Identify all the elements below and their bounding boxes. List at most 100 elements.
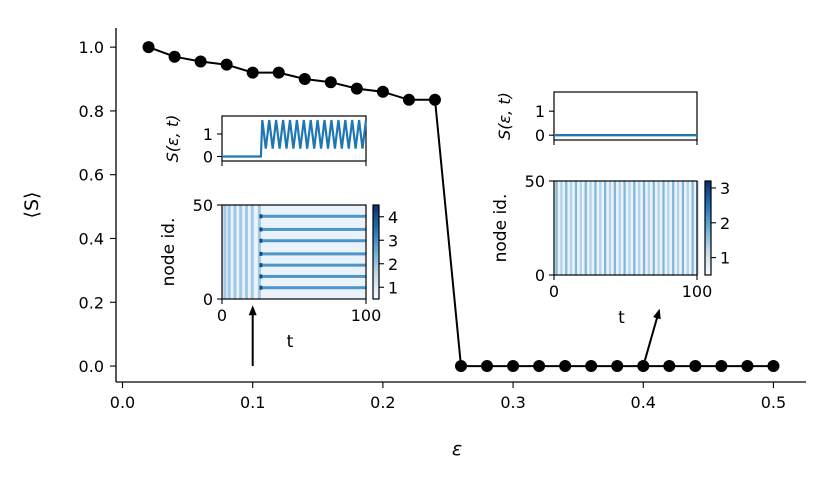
raster-vertical-stripe — [667, 181, 670, 275]
raster-node-onset — [259, 274, 263, 279]
x-tick-label: 0.5 — [761, 393, 786, 412]
raster-vertical-stripe — [244, 205, 248, 299]
raster-y-tick-label: 50 — [193, 196, 213, 215]
raster-vertical-stripe — [657, 181, 660, 275]
data-point — [481, 360, 494, 373]
data-point — [767, 360, 780, 373]
data-point — [741, 360, 754, 373]
data-point — [220, 58, 233, 71]
data-point — [559, 360, 572, 373]
inset-y-label: S(ε, t) — [163, 115, 182, 163]
right-inset: 0 1 S(ε, t) 0 100 0 50 t node id. 1 2 3 — [491, 91, 730, 328]
inset-y-label: S(ε, t) — [495, 92, 514, 140]
colorbar — [373, 205, 379, 299]
x-tick-label: 0.4 — [631, 393, 656, 412]
raster-y-tick-label: 0 — [203, 290, 213, 309]
raster-vertical-stripe — [227, 205, 231, 299]
inset-frame — [221, 115, 367, 162]
colorbar-frame — [372, 204, 380, 300]
inset-y-tick-label: 1 — [535, 102, 545, 121]
raster-x-tick-label: 0 — [217, 306, 227, 325]
y-tick-label: 0.4 — [79, 229, 104, 248]
raster-node-band — [262, 227, 366, 231]
data-point — [507, 360, 520, 373]
raster-frame — [553, 180, 698, 276]
raster-node-onset — [259, 285, 263, 290]
data-point — [663, 360, 676, 373]
raster-node-onset — [259, 263, 263, 268]
x-tick-label: 0.0 — [110, 393, 135, 412]
raster-node-onset — [259, 227, 263, 232]
data-point — [246, 66, 259, 79]
raster-vertical-stripe — [691, 181, 694, 275]
y-tick-label: 0.8 — [79, 102, 104, 121]
timeseries-line — [222, 119, 368, 158]
raster-vertical-stripe — [250, 205, 254, 299]
raster-vertical-stripe — [594, 181, 597, 275]
raster-node-onset — [259, 251, 263, 256]
raster-vertical-stripe — [681, 181, 685, 275]
data-point — [715, 360, 728, 373]
x-tick-label: 0.2 — [370, 393, 395, 412]
raster-frame — [221, 204, 367, 300]
data-point — [533, 360, 546, 373]
raster-x-label: t — [618, 308, 625, 328]
raster-vertical-stripe — [672, 181, 675, 275]
raster-y-label: node id. — [491, 194, 511, 263]
raster-vertical-stripe — [638, 181, 641, 275]
colorbar-tick-label: 2 — [388, 255, 398, 274]
raster-node-onset — [259, 214, 263, 219]
colorbar-tick-label: 2 — [720, 214, 730, 233]
data-point — [585, 360, 598, 373]
raster-node-band — [262, 274, 366, 278]
raster-vertical-stripe — [584, 181, 587, 275]
data-point — [376, 85, 389, 98]
raster-vertical-stripe — [233, 205, 237, 299]
data-point — [611, 360, 624, 373]
raster-vertical-stripe — [623, 181, 626, 275]
raster-y-tick-label: 0 — [535, 266, 545, 285]
colorbar-tick-label: 3 — [388, 231, 398, 250]
x-tick-label: 0.3 — [500, 393, 525, 412]
inset-y-tick-label: 0 — [203, 148, 213, 167]
data-point — [194, 55, 207, 68]
raster-vertical-stripe — [633, 181, 636, 275]
raster-x-tick-label: 100 — [351, 306, 382, 325]
data-point — [455, 360, 467, 373]
raster-vertical-stripe — [579, 181, 582, 275]
y-tick-label: 0.6 — [79, 166, 104, 185]
data-point — [272, 66, 285, 79]
data-point — [428, 93, 441, 106]
raster-vertical-stripe — [604, 181, 607, 275]
data-point — [168, 50, 181, 63]
raster-vertical-stripe — [628, 181, 631, 275]
raster-vertical-stripe — [618, 181, 621, 275]
raster-vertical-stripe — [608, 181, 612, 275]
raster-x-label: t — [287, 332, 294, 352]
raster-y-label: node id. — [159, 218, 179, 287]
data-point — [298, 73, 311, 86]
raster-node-band — [262, 263, 366, 267]
colorbar — [705, 181, 711, 275]
raster-vertical-stripe — [647, 181, 651, 275]
y-tick-label: 0.2 — [79, 293, 104, 312]
raster-background — [222, 205, 366, 299]
inset-y-tick-label: 0 — [535, 126, 545, 145]
raster-x-tick-label: 0 — [549, 282, 559, 301]
raster-vertical-stripe — [652, 181, 655, 275]
raster-vertical-stripe — [239, 205, 243, 299]
raster-vertical-stripe — [560, 181, 563, 275]
y-tick-label: 1.0 — [79, 38, 104, 57]
x-tick-label: 0.1 — [240, 393, 265, 412]
raster-node-band — [262, 214, 366, 218]
raster-vertical-stripe — [555, 181, 558, 275]
raster-y-tick-label: 50 — [525, 172, 545, 191]
data-point — [689, 360, 702, 373]
y-axis-label: ⟨S⟩ — [21, 192, 43, 219]
raster-node-band — [262, 239, 366, 243]
raster-vertical-stripe — [686, 181, 689, 275]
colorbar-tick-label: 1 — [388, 278, 398, 297]
data-point — [350, 82, 363, 95]
